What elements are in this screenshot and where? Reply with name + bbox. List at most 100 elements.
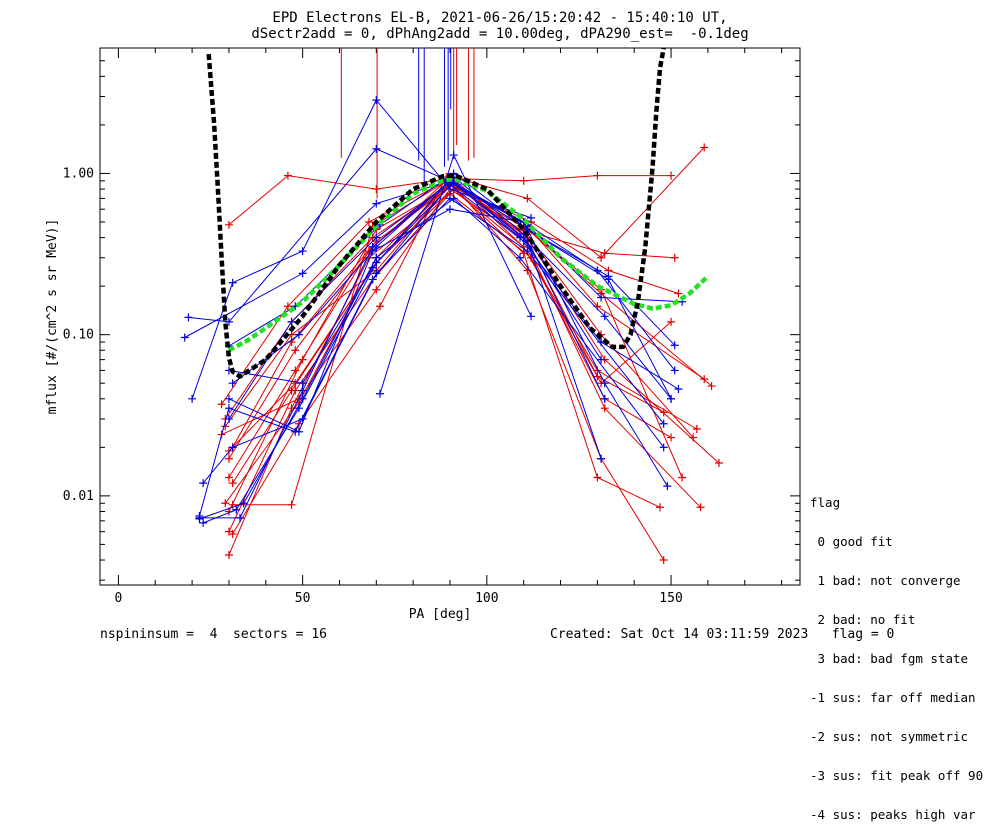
blue-series-point [294, 330, 303, 339]
red-series-point [600, 404, 609, 413]
red-series-point [667, 433, 676, 442]
red-series-point [283, 171, 292, 180]
red-series-line [221, 188, 664, 436]
red-series-point [593, 171, 602, 180]
blue-series-point [372, 96, 381, 105]
red-series-point [593, 473, 602, 482]
red-series-point [224, 550, 233, 559]
blue-series-point [600, 312, 609, 321]
blue-series-point [659, 443, 668, 452]
green-fit-curve [227, 177, 710, 353]
red-series-point [659, 556, 668, 565]
red-series-point [283, 302, 292, 311]
blue-series-point [670, 366, 679, 375]
red-series-point [696, 503, 705, 512]
red-series-point [217, 400, 226, 409]
blue-series-point [228, 379, 237, 388]
blue-series-point [199, 518, 208, 527]
red-series-point [692, 424, 701, 433]
red-series-point [224, 446, 233, 455]
blue-series-point [604, 272, 613, 281]
red-series-point [287, 500, 296, 509]
footer-created-info: Created: Sat Oct 14 03:11:59 2023 flag =… [550, 627, 895, 642]
blue-series-point [224, 414, 233, 423]
red-series-point [372, 185, 381, 194]
blue-series-point [184, 313, 193, 322]
blue-series-point [449, 151, 458, 160]
x-tick-label: 150 [659, 591, 682, 606]
red-series-line [232, 183, 683, 478]
legend-item-m4-peaks-high-var: -4 sus: peaks high var [810, 807, 976, 822]
blue-series-point [516, 233, 524, 242]
blue-series-point [298, 269, 307, 278]
blue-series-point [372, 233, 381, 242]
red-series-line [232, 176, 665, 561]
legend-item-m1-far-off-median: -1 sus: far off median [810, 690, 976, 705]
blue-series-point [188, 394, 197, 403]
red-series-point [364, 217, 373, 226]
blue-series-point [232, 505, 241, 514]
x-tick-label: 50 [295, 591, 311, 606]
blue-series-point [372, 242, 381, 251]
legend-item-2-no-fit: 2 bad: no fit [810, 612, 916, 627]
blue-series-point [670, 341, 679, 350]
x-tick-label: 100 [475, 591, 498, 606]
red-series-point [667, 317, 676, 326]
red-series-point [287, 386, 296, 395]
red-series-line [224, 184, 712, 420]
legend-item-1-not-converge: 1 bad: not converge [810, 573, 961, 588]
chart-plot: 0 50 100 150 0.01 0.10 1.00 PA [deg] mflux [#/(c… [45, 47, 801, 622]
red-series-point [224, 454, 233, 463]
red-series-point [221, 499, 230, 508]
blue-series-point [368, 263, 377, 272]
blue-series-point [228, 278, 237, 287]
blue-series-point [659, 419, 668, 428]
red-series-point [376, 302, 384, 311]
red-series-point [291, 346, 300, 355]
blue-series-point [298, 247, 307, 256]
red-series-point [700, 143, 709, 152]
blue-series-point [516, 253, 524, 262]
y-tick-label: 0.10 [63, 328, 94, 343]
legend-item-0-good-fit: 0 good fit [810, 534, 893, 549]
blue-series-point [287, 317, 296, 326]
blue-series-point [663, 482, 672, 491]
blue-series-point [376, 389, 384, 398]
blue-series-point [224, 404, 233, 413]
footer-sector-info: nspininsum = 4 sectors = 16 [100, 627, 327, 642]
flag-legend: flag 0 good fit 1 bad: not converge 2 ba… [810, 470, 983, 834]
blue-series-point [527, 213, 536, 222]
blue-series-point [236, 513, 244, 522]
blue-series-point [224, 394, 233, 403]
black-fit-curve [206, 48, 666, 379]
blue-series-point [372, 144, 381, 153]
blue-series-point [674, 385, 683, 394]
red-series-point [707, 382, 716, 391]
red-series-point [656, 503, 664, 512]
blue-series-point [597, 293, 606, 302]
red-series-point [519, 176, 528, 185]
blue-series-line [199, 180, 602, 519]
blue-series-point [224, 317, 233, 326]
blue-series-point [527, 312, 536, 321]
blue-series-point [368, 275, 377, 284]
red-series-point [228, 530, 237, 539]
blue-series-point [199, 479, 208, 488]
legend-item-3-bad-fgm-state: 3 bad: bad fgm state [810, 651, 969, 666]
red-series-point [228, 479, 237, 488]
blue-series-point [372, 269, 381, 278]
plot-frame [99, 47, 801, 586]
y-axis-label: mflux [#/(cm^2 s sr MeV)] [45, 219, 60, 415]
chart-title-line2: dSectr2add = 0, dPhAng2add = 10.00deg, d… [251, 26, 749, 42]
blue-series-point [372, 253, 381, 262]
blue-series-point [667, 394, 676, 403]
x-tick-label: 0 [115, 591, 123, 606]
red-series-point [291, 366, 300, 375]
blue-series-point [372, 199, 381, 208]
x-axis-label: PA [deg] [409, 607, 472, 622]
red-series-point [523, 194, 532, 203]
blue-series-point [298, 394, 307, 403]
blue-series-point [449, 194, 458, 203]
blue-series-point [446, 205, 454, 214]
red-series-line [224, 184, 705, 504]
